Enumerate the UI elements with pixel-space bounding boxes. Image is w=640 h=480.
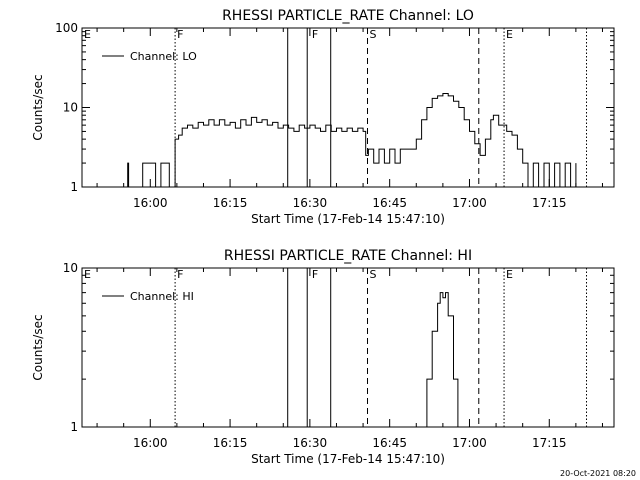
x-tick-label: 16:00 bbox=[133, 436, 168, 450]
plot-frame bbox=[81, 267, 615, 428]
flag-label: E bbox=[506, 28, 513, 41]
x-tick-label: 16:45 bbox=[372, 436, 407, 450]
y-tick-label: 10 bbox=[63, 261, 78, 275]
flag-label: E bbox=[84, 28, 91, 41]
x-tick-label: 17:00 bbox=[452, 196, 487, 210]
flag-label: S bbox=[370, 268, 377, 281]
x-tick-label: 16:00 bbox=[133, 196, 168, 210]
y-tick-label: 1 bbox=[70, 420, 78, 434]
y-axis-label: Counts/sec bbox=[31, 74, 45, 140]
flag-label: F bbox=[177, 28, 183, 41]
x-tick-label: 16:15 bbox=[213, 436, 248, 450]
y-tick-label: 10 bbox=[63, 101, 78, 115]
x-tick-label: 17:15 bbox=[532, 436, 567, 450]
data-series-line bbox=[127, 93, 577, 187]
data-series-line bbox=[421, 292, 459, 427]
x-tick-label: 16:30 bbox=[293, 436, 328, 450]
chart-panel-1: RHESSI PARTICLE_RATE Channel: LO Counts/s… bbox=[31, 8, 615, 226]
y-tick-label: 100 bbox=[55, 21, 78, 35]
flag-label: E bbox=[506, 268, 513, 281]
flag-label: E bbox=[84, 268, 91, 281]
flag-label: F bbox=[177, 268, 183, 281]
chart-title: RHESSI PARTICLE_RATE Channel: LO bbox=[222, 8, 474, 24]
y-tick-label: 1 bbox=[70, 180, 78, 194]
x-tick-label: 16:45 bbox=[372, 196, 407, 210]
x-axis-label: Start Time (17-Feb-14 15:47:10) bbox=[251, 212, 445, 226]
x-tick-label: 17:00 bbox=[452, 436, 487, 450]
footer-timestamp: 20-Oct-2021 08:20 bbox=[560, 469, 636, 478]
flag-label: S bbox=[370, 28, 377, 41]
flag-label: F bbox=[312, 268, 318, 281]
chart-title: RHESSI PARTICLE_RATE Channel: HI bbox=[224, 248, 472, 264]
y-axis-label: Counts/sec bbox=[31, 314, 45, 380]
legend-label: Channel: HI bbox=[130, 290, 194, 303]
chart-panel-2: RHESSI PARTICLE_RATE Channel: HI Counts/s… bbox=[31, 248, 615, 466]
x-tick-label: 16:30 bbox=[293, 196, 328, 210]
flag-label: F bbox=[312, 28, 318, 41]
x-tick-label: 17:15 bbox=[532, 196, 567, 210]
x-axis-label: Start Time (17-Feb-14 15:47:10) bbox=[251, 452, 445, 466]
x-tick-label: 16:15 bbox=[213, 196, 248, 210]
legend-label: Channel: LO bbox=[130, 50, 197, 63]
